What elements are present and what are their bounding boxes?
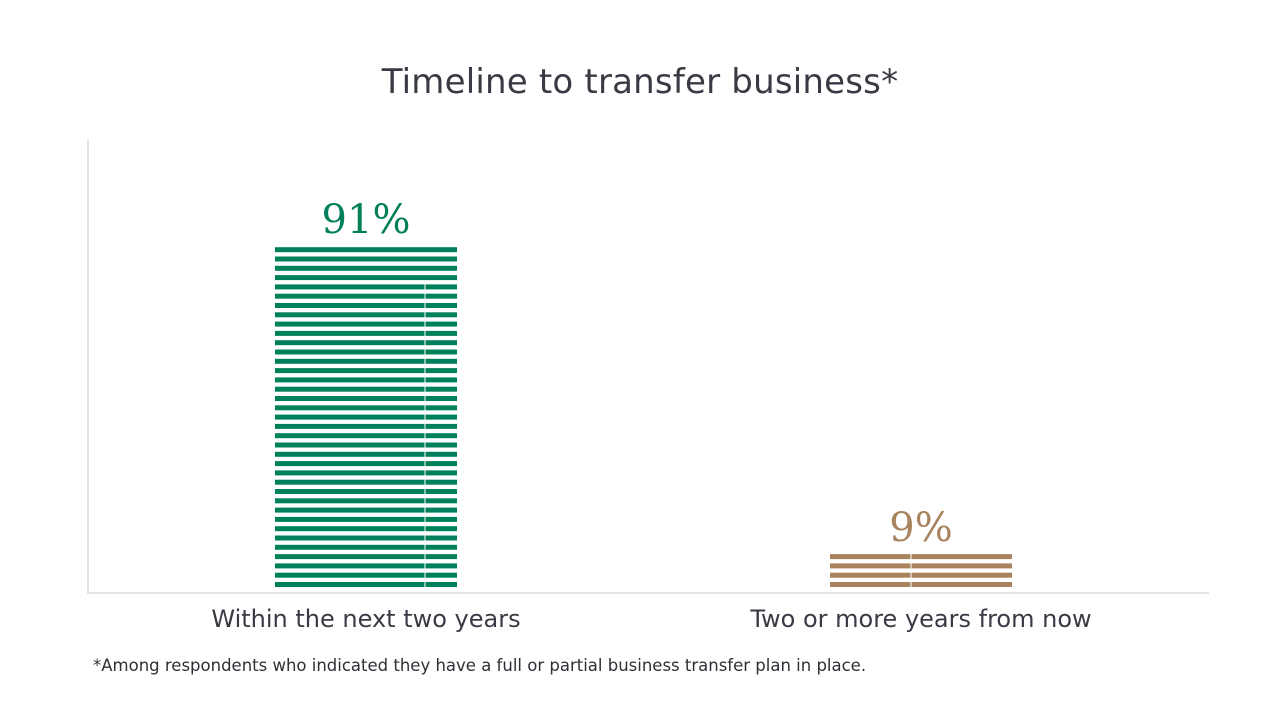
category-label-1: Within the next two years — [211, 605, 520, 633]
value-label-1: 91% — [322, 197, 411, 243]
footnote: *Among respondents who indicated they ha… — [93, 656, 867, 675]
chart-title: Timeline to transfer business* — [381, 62, 899, 102]
bar-1 — [275, 247, 457, 587]
bar-2 — [830, 553, 1012, 587]
category-label-2: Two or more years from now — [749, 605, 1091, 633]
bars-layer: 91% Within the next two years 9% Two or mor… — [211, 197, 1091, 633]
value-label-2: 9% — [889, 505, 952, 551]
